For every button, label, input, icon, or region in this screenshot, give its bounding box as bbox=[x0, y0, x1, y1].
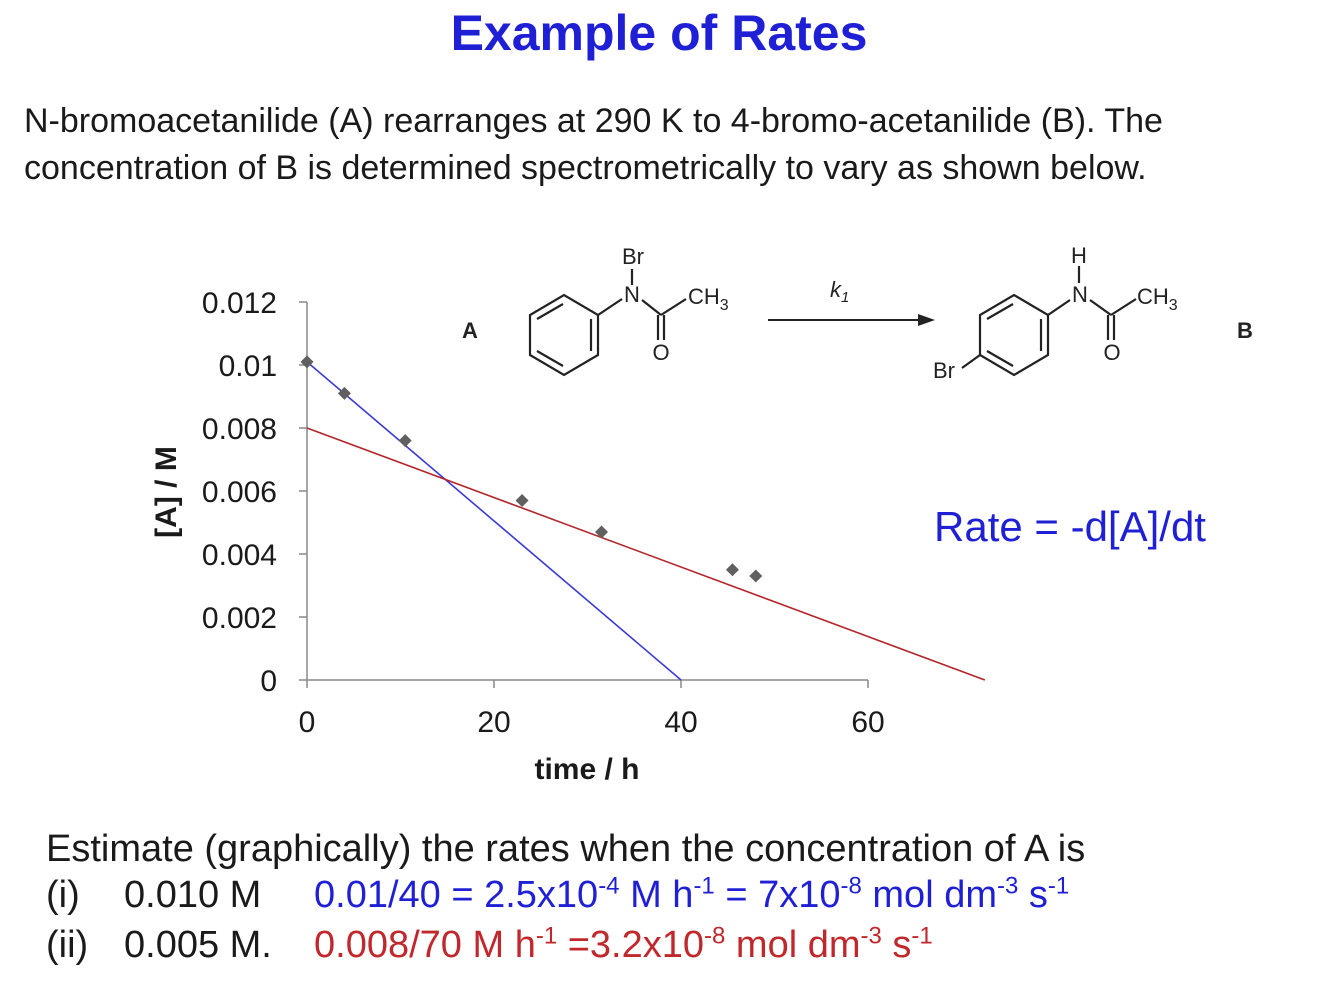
rate-equation: Rate = -d[A]/dt bbox=[934, 503, 1206, 550]
tangent-line-1 bbox=[306, 361, 682, 681]
y-tick-label: 0 bbox=[260, 665, 277, 698]
y-tick-label: 0.002 bbox=[202, 602, 277, 635]
atom-o-a: O bbox=[652, 340, 669, 365]
data-point bbox=[398, 434, 412, 448]
label-a: A bbox=[462, 318, 478, 343]
y-axis-title: [A] / M bbox=[150, 446, 183, 538]
data-point bbox=[300, 355, 314, 369]
tangent-line-2 bbox=[306, 427, 986, 681]
item-2-answer: 0.008/70 M h-1 =3.2x10-8 mol dm-3 s-1 bbox=[314, 922, 933, 966]
data-point bbox=[515, 493, 529, 507]
question-item-2: (ii) 0.005 M. 0.008/70 M h-1 =3.2x10-8 mol… bbox=[46, 922, 933, 967]
y-tick-label: 0.01 bbox=[219, 350, 277, 383]
atom-n-a: N bbox=[624, 282, 640, 307]
item-1-value: 0.010 M bbox=[124, 873, 262, 916]
item-2-number: (ii) bbox=[46, 923, 89, 966]
atom-n-b: N bbox=[1072, 282, 1088, 307]
item-1-answer: 0.01/40 = 2.5x10-4 M h-1 = 7x10-8 mol dm… bbox=[314, 872, 1070, 916]
atom-br-a: Br bbox=[622, 244, 644, 269]
item-2-value: 0.005 M. bbox=[124, 923, 272, 966]
data-point bbox=[749, 569, 763, 583]
atom-h-b: H bbox=[1071, 243, 1087, 268]
x-tick-label: 20 bbox=[477, 706, 510, 739]
data-point bbox=[337, 386, 351, 400]
slide-title: Example of Rates bbox=[450, 5, 868, 61]
x-axis-title: time / h bbox=[534, 753, 639, 786]
data-point bbox=[725, 563, 739, 577]
chart-ticks: 0 0.002 0.004 0.006 0.008 0.01 0.012 0 20 40 60 bbox=[202, 287, 885, 739]
x-tick-label: 0 bbox=[299, 706, 316, 739]
y-tick-label: 0.004 bbox=[202, 539, 277, 572]
data-points bbox=[300, 355, 763, 583]
benzene-ring-b bbox=[978, 293, 1050, 377]
tangent-lines bbox=[306, 361, 986, 681]
x-tick-label: 40 bbox=[664, 706, 697, 739]
question-prompt: Estimate (graphically) the rates when th… bbox=[46, 828, 1086, 870]
item-1-number: (i) bbox=[46, 873, 80, 916]
atom-br-b: Br bbox=[933, 358, 955, 383]
molecule-a bbox=[528, 269, 687, 377]
intro-paragraph: N-bromoacetanilide (A) rearranges at 290… bbox=[24, 102, 1163, 187]
molecule-b bbox=[961, 266, 1137, 377]
y-tick-label: 0.008 bbox=[202, 413, 277, 446]
y-tick-label: 0.006 bbox=[202, 476, 277, 509]
benzene-ring-a bbox=[528, 293, 600, 377]
y-tick-label: 0.012 bbox=[202, 287, 277, 320]
methyl-b: CH3 bbox=[1137, 284, 1178, 314]
question-item-1: (i) 0.010 M 0.01/40 = 2.5x10-4 M h-1 = 7x1… bbox=[46, 872, 1069, 917]
label-b: B bbox=[1237, 318, 1253, 343]
x-tick-label: 60 bbox=[851, 706, 884, 739]
atom-o-b: O bbox=[1103, 340, 1120, 365]
rate-constant-label: k1 bbox=[830, 277, 849, 306]
methyl-a: CH3 bbox=[688, 284, 729, 314]
data-point bbox=[595, 525, 609, 539]
chart-axes bbox=[306, 302, 868, 681]
reaction-arrow bbox=[768, 314, 935, 326]
